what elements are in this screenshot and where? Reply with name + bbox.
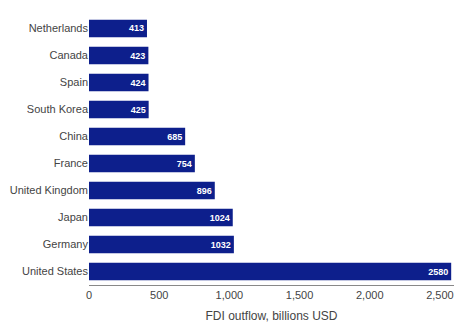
- svg-text:United Kingdom: United Kingdom: [10, 184, 88, 196]
- svg-text:Spain: Spain: [60, 76, 88, 88]
- svg-text:423: 423: [130, 51, 145, 61]
- svg-text:896: 896: [197, 186, 212, 196]
- svg-text:0: 0: [86, 289, 92, 301]
- svg-text:Netherlands: Netherlands: [29, 22, 89, 34]
- svg-text:685: 685: [167, 132, 182, 142]
- svg-text:United States: United States: [22, 265, 89, 277]
- svg-text:France: France: [54, 157, 88, 169]
- svg-text:Canada: Canada: [49, 49, 88, 61]
- svg-text:China: China: [59, 130, 89, 142]
- svg-text:424: 424: [130, 78, 145, 88]
- svg-text:1,500: 1,500: [286, 289, 314, 301]
- svg-text:FDI outflow, billions USD: FDI outflow, billions USD: [205, 309, 337, 323]
- svg-text:425: 425: [131, 105, 146, 115]
- svg-text:Japan: Japan: [58, 211, 88, 223]
- svg-text:500: 500: [150, 289, 168, 301]
- svg-text:1032: 1032: [211, 240, 231, 250]
- svg-text:2,000: 2,000: [356, 289, 384, 301]
- svg-text:754: 754: [177, 159, 192, 169]
- svg-text:Germany: Germany: [43, 238, 89, 250]
- svg-text:South Korea: South Korea: [27, 103, 89, 115]
- svg-text:2580: 2580: [428, 267, 448, 277]
- svg-text:1,000: 1,000: [216, 289, 244, 301]
- svg-text:2,500: 2,500: [426, 289, 454, 301]
- svg-text:1024: 1024: [210, 213, 230, 223]
- svg-text:413: 413: [129, 23, 144, 33]
